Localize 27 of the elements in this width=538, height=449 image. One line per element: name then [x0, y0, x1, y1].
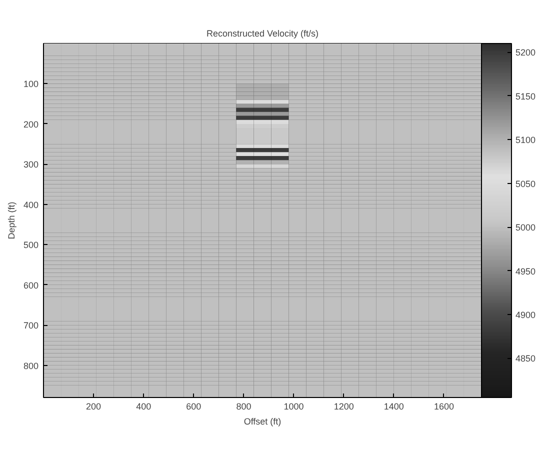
color-bar-label: 4850: [516, 354, 536, 364]
y-tick-label: 600: [23, 280, 39, 290]
color-bar-label: 5100: [516, 135, 536, 146]
y-tick-label: 500: [23, 240, 39, 250]
color-bar-label: 4950: [516, 266, 536, 276]
x-tick-label: 1600: [434, 402, 454, 412]
y-tick-label: 400: [23, 200, 39, 210]
y-tick-label: 300: [23, 160, 39, 170]
chart-title: Reconstructed Velocity (ft/s): [206, 28, 319, 38]
x-tick-label: 1000: [284, 402, 304, 412]
y-tick-label: 800: [23, 360, 39, 371]
x-tick-label: 200: [86, 402, 102, 412]
y-tick-label: 100: [23, 79, 39, 90]
color-bar-label: 5050: [516, 178, 536, 189]
x-tick-label: 600: [186, 402, 202, 412]
y-tick-label: 700: [23, 320, 39, 331]
x-axis-title: Offset (ft): [244, 416, 282, 426]
y-axis-title: Depth (ft): [6, 202, 16, 240]
color-bar-label: 5150: [516, 91, 536, 102]
color-bar-label: 5200: [516, 48, 536, 58]
x-tick-label: 1400: [384, 402, 404, 412]
x-tick-label: 1200: [334, 402, 354, 412]
x-tick-label: 800: [236, 402, 252, 412]
color-bar-label: 4900: [516, 310, 536, 320]
y-tick-label: 200: [23, 119, 39, 130]
color-bar-label: 5000: [516, 222, 536, 233]
x-tick-label: 400: [136, 402, 152, 412]
